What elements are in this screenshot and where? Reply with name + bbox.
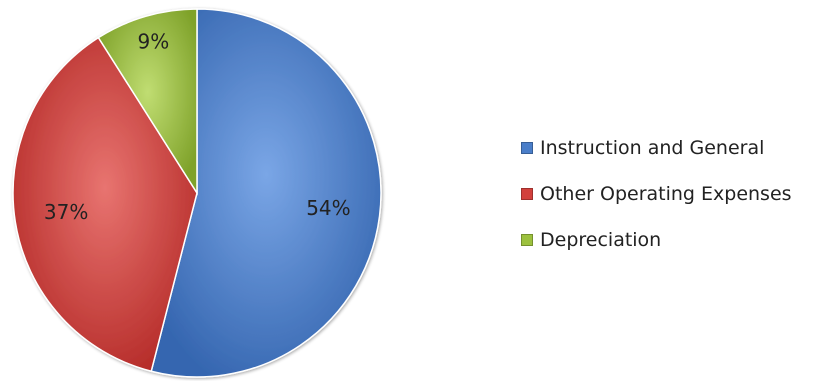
legend-swatch	[521, 142, 533, 154]
legend-item: Instruction and General	[521, 132, 792, 164]
data-label-instruction-and-general: 54%	[306, 196, 350, 220]
legend-swatch	[521, 188, 533, 200]
legend-item: Other Operating Expenses	[521, 178, 792, 210]
data-label-other-operating-expenses: 37%	[44, 200, 88, 224]
legend-item: Depreciation	[521, 224, 792, 256]
legend-label: Instruction and General	[540, 137, 765, 159]
pie-slice-instruction-and-general	[150, 8, 382, 378]
pie-chart: 54% 37% 9%	[12, 8, 382, 378]
legend: Instruction and General Other Operating E…	[521, 132, 792, 270]
legend-label: Other Operating Expenses	[540, 183, 792, 205]
legend-label: Depreciation	[540, 229, 662, 251]
pie-slice-depreciation	[97, 8, 198, 196]
data-label-depreciation: 9%	[137, 29, 169, 53]
legend-swatch	[521, 234, 533, 246]
